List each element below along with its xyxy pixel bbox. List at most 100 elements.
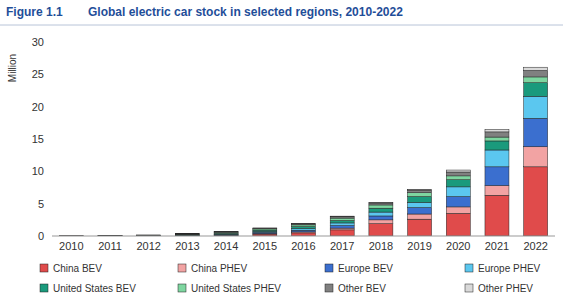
bar-segment: [214, 234, 238, 235]
bar-segment: [175, 233, 199, 234]
bar-segment: [330, 216, 354, 218]
title-rule: [0, 25, 563, 26]
legend-label: Other PHEV: [478, 283, 533, 294]
legend-item: Europe PHEV: [465, 263, 541, 274]
bar-segment: [485, 129, 509, 132]
legend-swatch: [40, 264, 48, 272]
bar-segment: [408, 208, 432, 214]
bar-segment: [214, 233, 238, 235]
bar-segment: [369, 203, 393, 205]
bar-segment: [175, 233, 199, 234]
legend-item: China PHEV: [178, 263, 247, 274]
bar-segment: [524, 83, 548, 97]
y-tick-label: 30: [32, 36, 44, 48]
x-tick-label: 2011: [98, 240, 122, 252]
bar-segment: [330, 228, 354, 230]
bar-segment: [446, 207, 470, 213]
bar-segment: [330, 226, 354, 229]
bar-segment: [408, 202, 432, 207]
y-tick-label: 15: [32, 133, 44, 145]
bar-segment: [292, 223, 316, 224]
x-tick-label: 2017: [330, 240, 354, 252]
bars: [59, 67, 547, 236]
legend-label: China PHEV: [191, 263, 247, 274]
legend-item: United States PHEV: [178, 283, 281, 294]
y-tick-label: 0: [38, 230, 44, 242]
bar-segment: [485, 186, 509, 196]
bar-segment: [369, 224, 393, 236]
bar-segment: [524, 70, 548, 76]
bar-segment: [369, 212, 393, 216]
x-tick-label: 2019: [407, 240, 431, 252]
bar-segment: [330, 218, 354, 220]
tick-mark: [49, 203, 52, 204]
bar-segment: [524, 118, 548, 146]
bar-segment: [253, 231, 277, 233]
bar-segment: [369, 216, 393, 220]
x-tick-label: 2022: [523, 240, 547, 252]
legend-label: Europe BEV: [338, 263, 393, 274]
tick-mark: [49, 42, 52, 43]
bar-segment: [408, 193, 432, 197]
legend-swatch: [465, 284, 473, 292]
y-axis-label: Million: [7, 54, 18, 82]
x-tick-label: 2010: [59, 240, 83, 252]
bar-segment: [446, 180, 470, 187]
bar-segment: [446, 213, 470, 236]
bar-segment: [369, 220, 393, 224]
x-tick-label: 2015: [253, 240, 277, 252]
legend-swatch: [178, 264, 186, 272]
legend-swatch: [325, 264, 333, 272]
bar-segment: [253, 228, 277, 230]
bar-segment: [485, 141, 509, 150]
bar-segment: [214, 231, 238, 232]
bar-segment: [446, 197, 470, 207]
bar-segment: [408, 189, 432, 191]
tick-mark: [49, 236, 52, 237]
bar-segment: [292, 230, 316, 232]
figure-label: Figure 1.1: [6, 5, 63, 19]
bar-segment: [446, 170, 470, 172]
legend-item: Europe BEV: [325, 263, 393, 274]
chart: Figure 1.1Global electric car stock in s…: [0, 0, 563, 308]
bar-segment: [524, 147, 548, 167]
legend-item: China BEV: [40, 263, 102, 274]
tick-mark: [49, 171, 52, 172]
x-axis-line: [52, 236, 555, 237]
bar-segment: [485, 137, 509, 141]
y-tick-label: 25: [32, 68, 44, 80]
legend-swatch: [178, 284, 186, 292]
legend-label: United States BEV: [53, 283, 136, 294]
legend-label: Other BEV: [338, 283, 386, 294]
bar-segment: [330, 223, 354, 226]
bar-segment: [292, 225, 316, 227]
legend-swatch: [465, 264, 473, 272]
bar-segment: [214, 231, 238, 233]
bar-segment: [524, 96, 548, 118]
bar-segment: [330, 220, 354, 222]
legend-item: Other PHEV: [465, 283, 533, 294]
bar-segment: [330, 217, 354, 218]
y-tick-label: 20: [32, 101, 44, 113]
bar-segment: [485, 132, 509, 137]
x-tick-label: 2013: [175, 240, 199, 252]
bar-segment: [137, 235, 161, 236]
bar-segment: [485, 150, 509, 167]
bar-segment: [292, 228, 316, 230]
bar-segment: [408, 219, 432, 236]
legend-swatch: [325, 284, 333, 292]
bar-segment: [408, 214, 432, 219]
bar-segment: [485, 167, 509, 186]
x-tick-label: 2021: [485, 240, 509, 252]
bar-segment: [485, 195, 509, 236]
legend-label: United States PHEV: [191, 283, 281, 294]
x-tick-label: 2020: [446, 240, 470, 252]
bar-segment: [369, 208, 393, 212]
bar-segment: [446, 172, 470, 176]
bar-segment: [292, 223, 316, 225]
legend-item: Other BEV: [325, 283, 386, 294]
bar-segment: [524, 77, 548, 83]
legend-label: Europe PHEV: [478, 263, 541, 274]
bar-segment: [253, 227, 277, 228]
legend-label: China BEV: [53, 263, 102, 274]
